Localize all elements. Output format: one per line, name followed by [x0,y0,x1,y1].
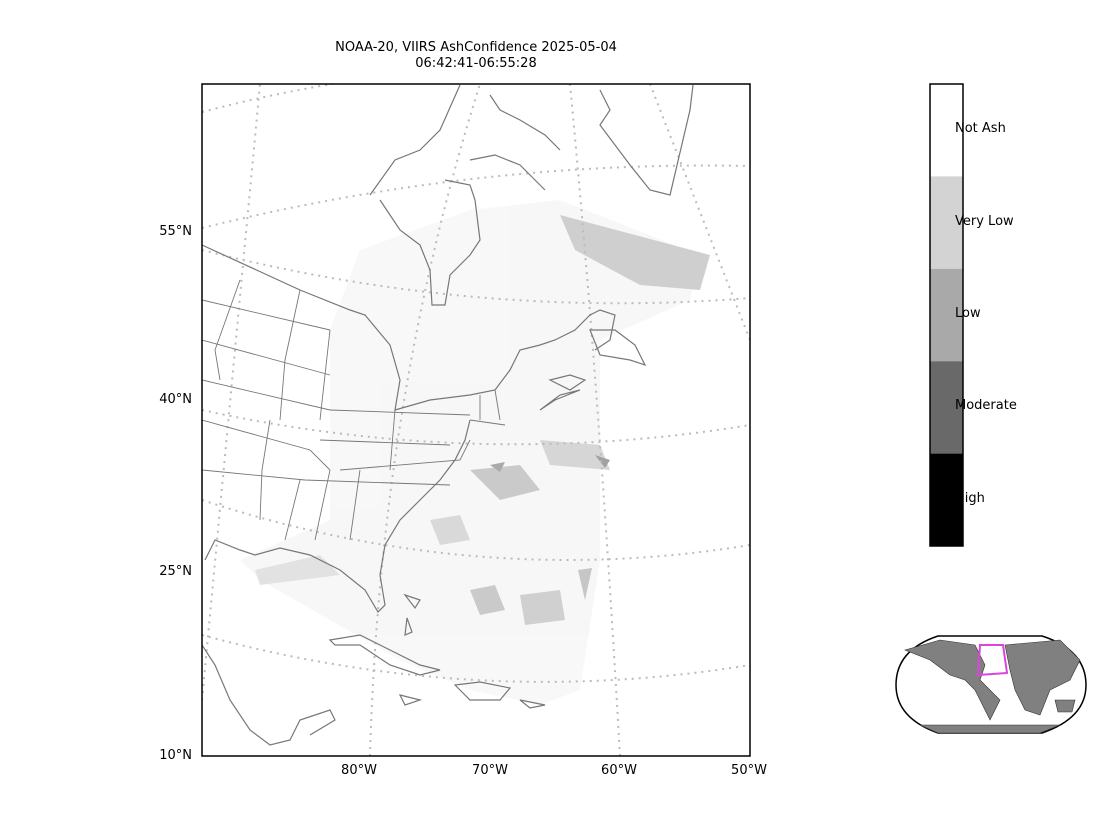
colorbar-swatch-high [930,453,963,546]
lon-label-50w: 50°W [731,763,767,778]
lat-label-40n: 40°N [159,392,192,407]
map-title-line1: NOAA-20, VIIRS AshConfidence 2025-05-04 [335,40,617,55]
lat-label-55n: 55°N [159,224,192,239]
lon-label-80w: 80°W [341,763,377,778]
colorbar-label-moderate: Moderate [955,398,1017,413]
colorbar-label-low: Low [955,306,981,321]
coastlines [202,84,694,746]
ash-swath [240,200,710,705]
colorbar-frame [929,83,964,547]
lon-label-60w: 60°W [601,763,637,778]
colorbar-swatch-very-low [930,176,963,269]
colorbar-swatch-low [930,268,963,362]
colorbar-label-not-ash: Not Ash [955,121,1006,136]
lat-label-10n: 10°N [159,748,192,763]
lat-label-25n: 25°N [159,564,192,579]
colorbar-label-high: High [955,491,985,506]
lon-label-70w: 70°W [472,763,508,778]
locator-extent-box [976,644,1009,677]
state-borders [202,279,506,541]
colorbar-swatch-not-ash [930,84,963,177]
map-frame [201,83,751,757]
main-map [202,84,750,756]
colorbar-label-very-low: Very Low [955,214,1014,229]
map-title-line2: 06:42:41-06:55:28 [415,56,537,71]
locator-globe [895,635,1087,734]
colorbar [929,83,964,547]
colorbar-swatch-moderate [930,361,963,454]
graticule [202,84,750,756]
